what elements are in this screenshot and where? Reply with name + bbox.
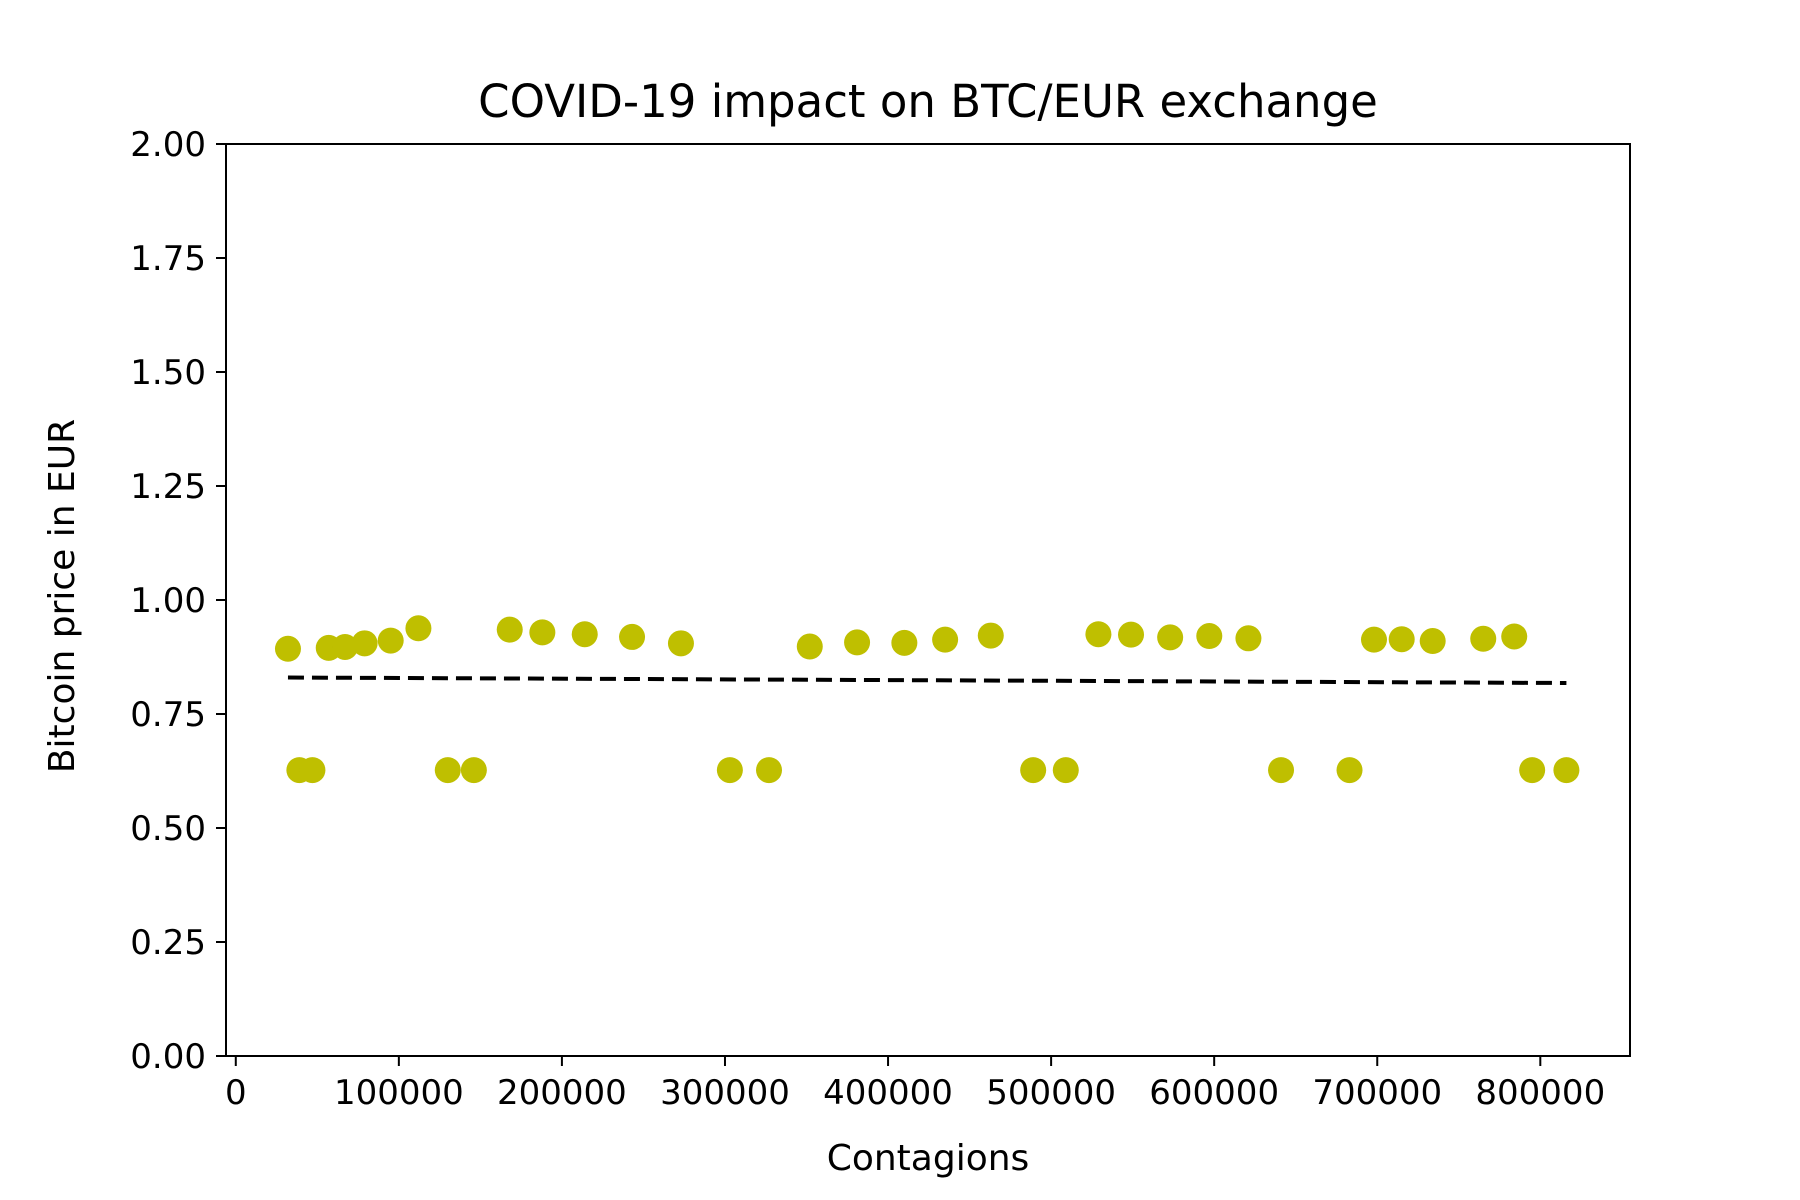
y-tick-label: 0.25 <box>130 923 206 963</box>
data-point <box>667 630 694 657</box>
y-tick-label: 2.00 <box>130 125 206 165</box>
x-tick-label: 200000 <box>497 1073 627 1113</box>
y-tick-label: 1.00 <box>130 581 206 621</box>
data-point <box>529 619 556 646</box>
x-tick-label: 800000 <box>1475 1073 1605 1113</box>
data-point <box>716 757 743 784</box>
data-point <box>299 757 326 784</box>
data-point <box>1336 757 1363 784</box>
x-tick-label: 500000 <box>986 1073 1116 1113</box>
axis-ticks: 0 100000 200000 300000 400000 500000 600000 700… <box>130 125 1605 1113</box>
x-tick-label: 700000 <box>1312 1073 1442 1113</box>
y-axis-label: Bitcoin price in EUR <box>42 419 83 773</box>
data-point <box>1196 623 1223 650</box>
data-point <box>1553 757 1580 784</box>
data-point <box>1157 624 1184 651</box>
data-point <box>1360 626 1387 653</box>
data-point <box>796 633 823 660</box>
x-tick-label: 0 <box>225 1073 247 1113</box>
y-tick-label: 0.75 <box>130 695 206 735</box>
data-point <box>496 616 523 643</box>
data-point <box>377 627 404 654</box>
y-tick-label: 1.50 <box>130 353 206 393</box>
y-tick-label: 0.00 <box>130 1037 206 1077</box>
data-point <box>1020 757 1047 784</box>
data-point <box>405 615 432 642</box>
plot-area <box>274 615 1580 784</box>
data-point <box>977 622 1004 649</box>
data-point <box>1470 625 1497 652</box>
data-point <box>756 757 783 784</box>
data-point <box>434 757 461 784</box>
x-tick-label: 600000 <box>1149 1073 1279 1113</box>
data-point <box>571 621 598 648</box>
data-point <box>844 629 871 656</box>
data-point <box>460 757 487 784</box>
data-point <box>1118 621 1145 648</box>
data-point <box>1519 757 1546 784</box>
data-point <box>1501 623 1528 650</box>
plot-frame <box>225 143 1631 1057</box>
data-point <box>1052 757 1079 784</box>
x-tick-label: 300000 <box>660 1073 790 1113</box>
data-point <box>1235 625 1262 652</box>
data-point <box>1268 757 1295 784</box>
data-point <box>1388 626 1415 653</box>
data-point <box>332 633 359 660</box>
data-point <box>351 630 378 657</box>
x-tick-label: 100000 <box>334 1073 464 1113</box>
trend-line <box>287 675 1567 685</box>
x-axis-label: Contagions <box>827 1138 1030 1179</box>
x-tick-label: 400000 <box>823 1073 953 1113</box>
data-point <box>891 629 918 656</box>
data-point <box>932 626 959 653</box>
y-tick-label: 0.50 <box>130 809 206 849</box>
data-point <box>274 635 301 662</box>
data-point <box>1419 628 1446 655</box>
chart-title: COVID-19 impact on BTC/EUR exchange <box>478 75 1378 128</box>
data-point <box>619 623 646 650</box>
y-tick-label: 1.75 <box>130 239 206 279</box>
data-point <box>1085 621 1112 648</box>
y-tick-label: 1.25 <box>130 467 206 507</box>
